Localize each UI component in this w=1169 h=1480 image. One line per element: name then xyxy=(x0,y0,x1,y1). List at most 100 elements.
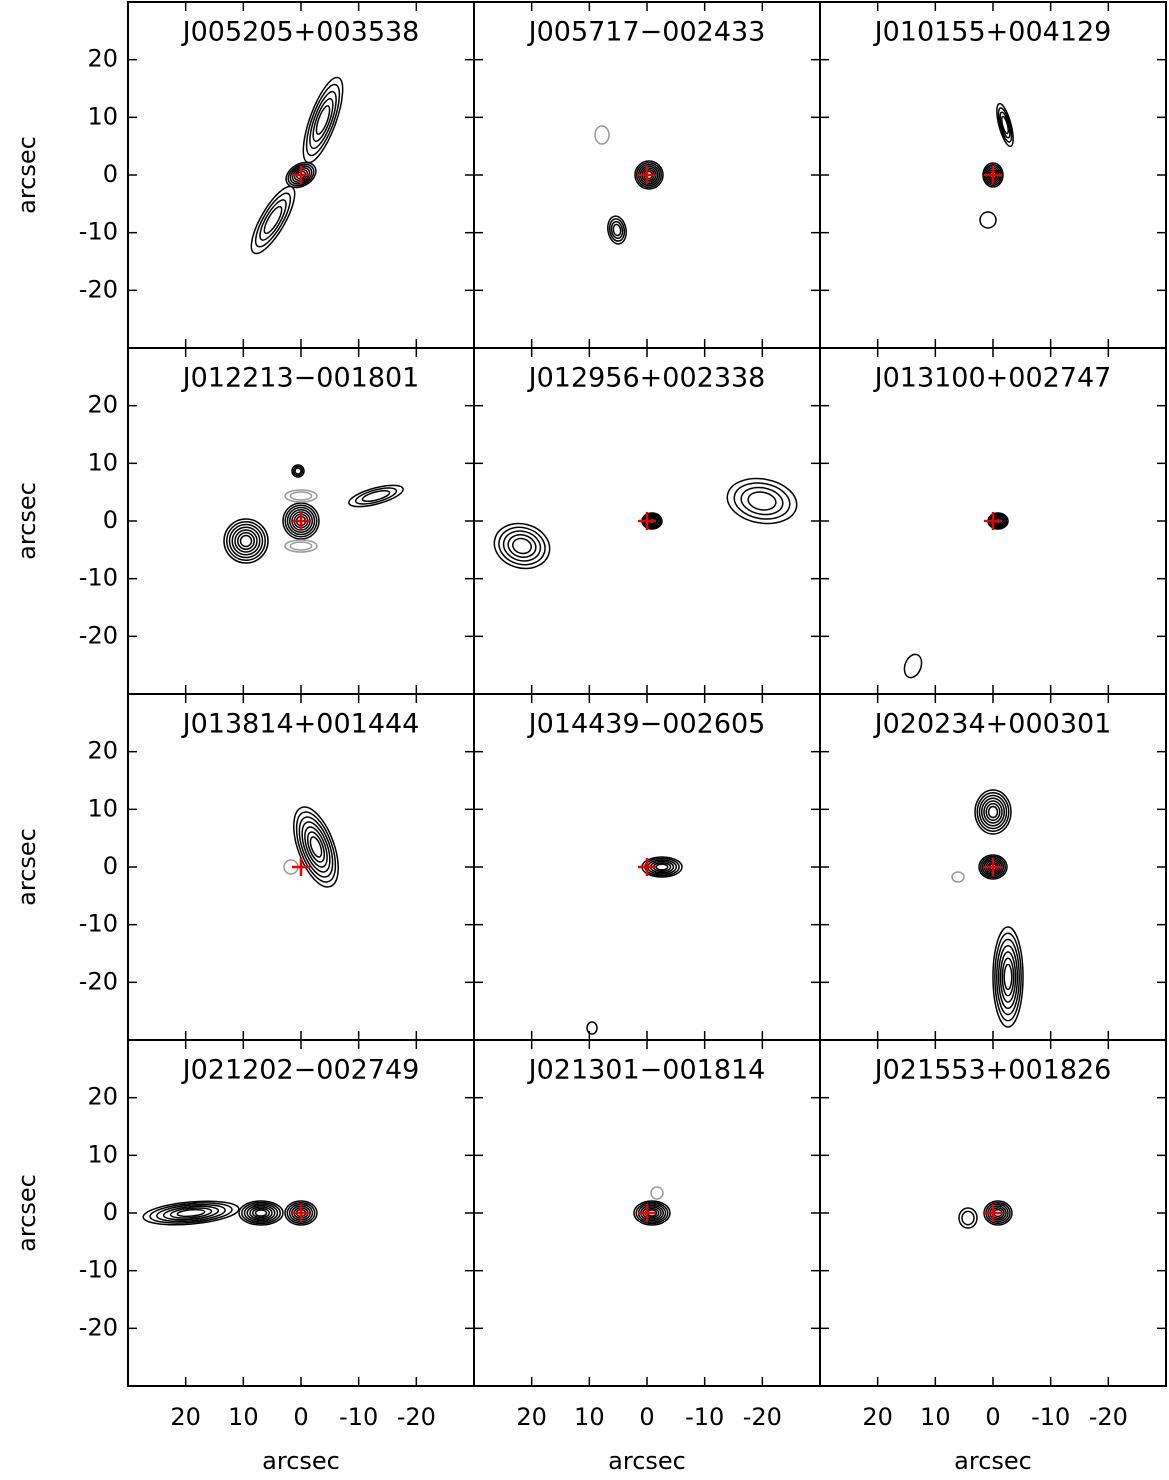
y-tick-label: 20 xyxy=(87,391,118,419)
contour xyxy=(309,836,323,858)
x-tick-label: -20 xyxy=(743,1403,782,1431)
y-axis-label: arcsec xyxy=(13,1174,41,1252)
contour xyxy=(992,926,1024,1028)
y-tick-label: 10 xyxy=(87,448,118,476)
y-tick-label: 20 xyxy=(87,1083,118,1111)
contour xyxy=(903,653,923,679)
contour xyxy=(633,1200,671,1226)
contour xyxy=(979,211,997,229)
panel-title: J021202−002749 xyxy=(181,1055,420,1086)
contour xyxy=(999,951,1017,1003)
contour xyxy=(282,502,320,540)
contour xyxy=(361,489,391,503)
panel: 20 10 0 -10 -20 J021553+001826 arcsec xyxy=(819,1039,1167,1475)
contour xyxy=(287,163,315,187)
x-tick-label: 0 xyxy=(985,1403,1000,1431)
y-tick-label: 0 xyxy=(103,852,118,880)
contour xyxy=(985,803,1001,821)
y-tick-label: 20 xyxy=(87,45,118,73)
panel: 20 10 0 -10 -20 J012213−001801 arcsec xyxy=(13,347,475,695)
panel: 20 10 0 -10 -20 J005205+003538 arcsec xyxy=(13,1,475,349)
contour xyxy=(301,821,331,873)
contour xyxy=(254,192,292,248)
contour xyxy=(1001,115,1009,135)
contour xyxy=(284,1200,318,1226)
contour xyxy=(983,800,1003,824)
contour xyxy=(309,90,337,150)
contour xyxy=(243,1203,279,1223)
contour xyxy=(997,107,1013,143)
contour xyxy=(958,1207,978,1229)
y-tick-label: -20 xyxy=(79,275,118,303)
contour xyxy=(1003,963,1013,991)
contour xyxy=(292,465,304,477)
x-tick-label: -20 xyxy=(1089,1403,1128,1431)
contour xyxy=(302,76,344,164)
y-tick-label: -10 xyxy=(79,218,118,246)
contour xyxy=(249,1206,273,1220)
panel: 20 10 0 -10 -20 J013814+001444 arcsec xyxy=(13,693,475,1041)
contour xyxy=(226,521,266,561)
x-tick-label: 20 xyxy=(170,1403,201,1431)
x-axis-label: arcsec xyxy=(262,1447,340,1475)
y-tick-label: -20 xyxy=(79,1313,118,1341)
contour xyxy=(304,826,328,868)
contour xyxy=(246,1204,276,1222)
contour xyxy=(289,165,313,185)
contour xyxy=(237,532,255,550)
contour xyxy=(286,506,316,536)
contour xyxy=(978,794,1008,830)
y-tick-label: 0 xyxy=(103,1198,118,1226)
contour xyxy=(607,215,627,245)
contour xyxy=(981,797,1005,827)
contour xyxy=(295,170,307,180)
y-axis-label: arcsec xyxy=(13,136,41,214)
contour xyxy=(312,97,334,143)
x-tick-label: -20 xyxy=(397,1403,436,1431)
contour xyxy=(289,509,313,533)
contour xyxy=(740,486,784,516)
contour xyxy=(493,522,551,570)
contour xyxy=(259,199,287,241)
y-tick-label: -10 xyxy=(79,564,118,592)
contour xyxy=(315,105,331,135)
contour xyxy=(502,530,542,562)
panel-title: J005205+003538 xyxy=(181,17,420,48)
contour xyxy=(635,1201,669,1225)
contour xyxy=(291,167,311,183)
y-axis-label: arcsec xyxy=(13,482,41,560)
y-tick-label: 10 xyxy=(87,102,118,130)
contour xyxy=(512,537,532,555)
panel-title: J013100+002747 xyxy=(873,363,1112,394)
panel-title: J010155+004129 xyxy=(873,17,1112,48)
contour xyxy=(228,523,264,559)
contour xyxy=(291,464,305,478)
contour xyxy=(733,482,791,520)
panel-title: J013814+001444 xyxy=(181,709,420,740)
panel-title: J005717−002433 xyxy=(527,17,766,48)
x-tick-label: 20 xyxy=(516,1403,547,1431)
contour xyxy=(234,529,258,553)
x-tick-label: -10 xyxy=(685,1403,724,1431)
contour xyxy=(996,938,1020,1016)
y-tick-label: 0 xyxy=(103,506,118,534)
contour xyxy=(284,539,318,553)
contour xyxy=(498,526,546,566)
contour xyxy=(239,534,253,548)
contour xyxy=(306,831,326,863)
contour xyxy=(997,945,1019,1009)
y-axis-label: arcsec xyxy=(13,828,41,906)
y-tick-label: -10 xyxy=(79,1256,118,1284)
x-tick-label: 0 xyxy=(639,1403,654,1431)
contour xyxy=(231,526,261,556)
x-tick-label: 0 xyxy=(293,1403,308,1431)
contour xyxy=(507,534,537,558)
panel-title: J012956+002338 xyxy=(527,363,766,394)
contour xyxy=(241,1201,281,1225)
contour xyxy=(289,541,313,551)
contour xyxy=(608,218,626,242)
contour xyxy=(250,185,296,255)
contour xyxy=(961,1210,975,1226)
y-tick-label: 10 xyxy=(87,1140,118,1168)
